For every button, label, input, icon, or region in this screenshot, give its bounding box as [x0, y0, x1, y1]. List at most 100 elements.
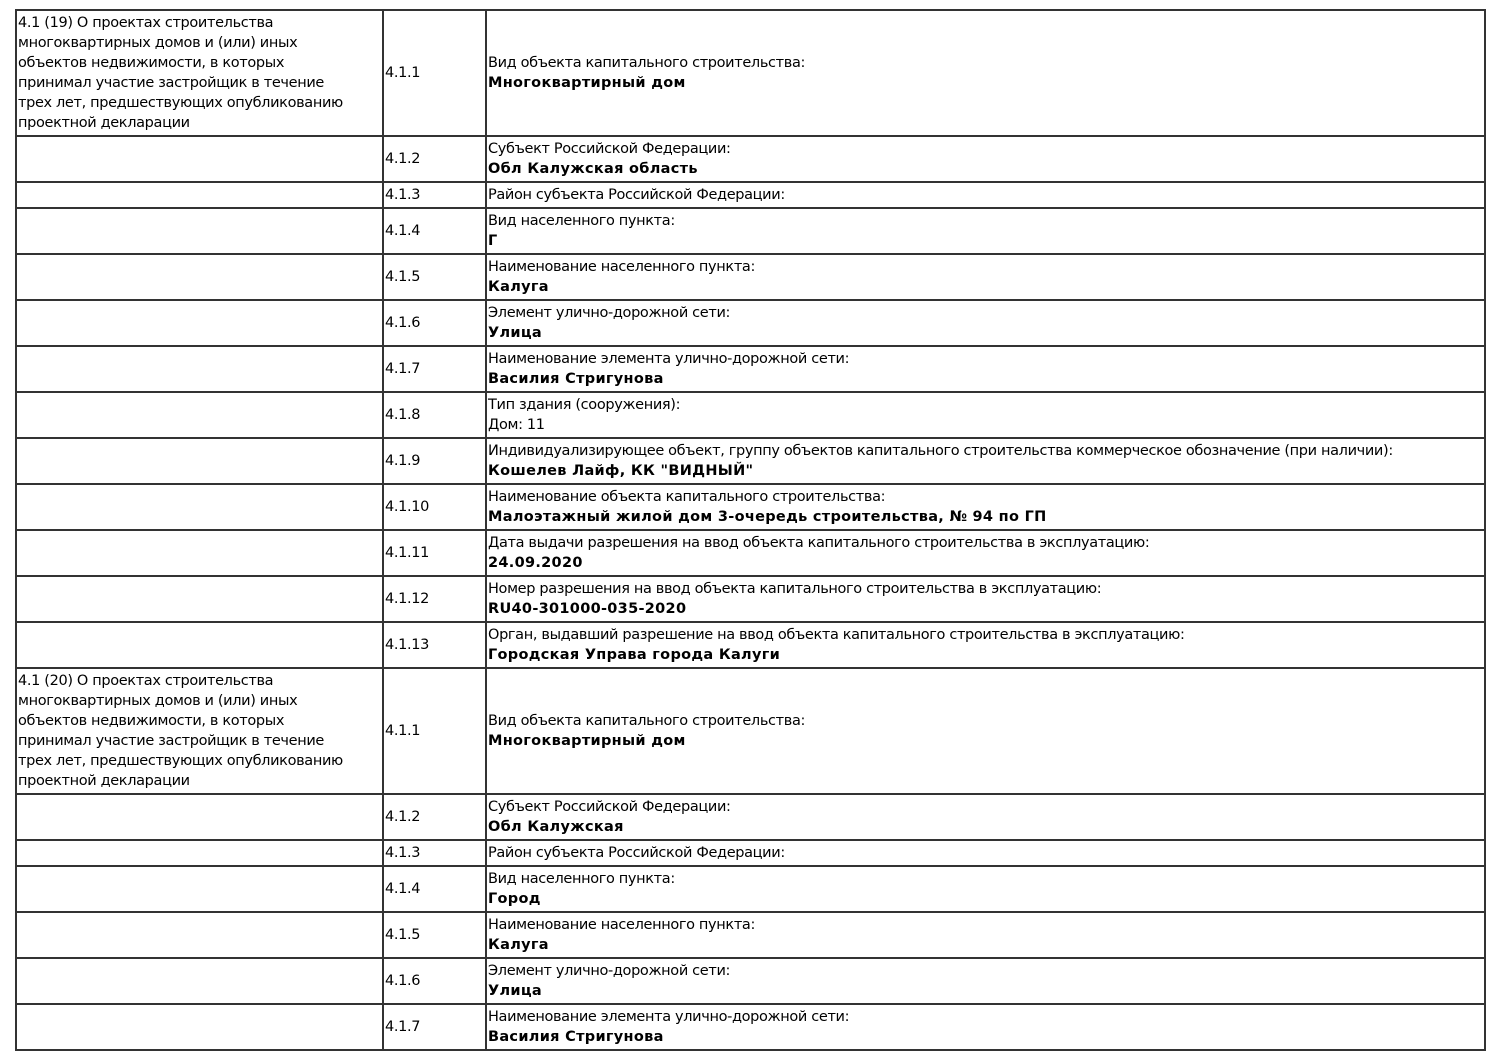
- section-cell: [15, 529, 384, 577]
- section-cell: [15, 299, 384, 347]
- table-row: 4.1.10 Наименование объекта капитального …: [15, 483, 1486, 531]
- item-number-cell: 4.1.3: [382, 181, 487, 209]
- section-cell: [15, 621, 384, 669]
- item-label: Вид объекта капитального строительства:: [488, 713, 806, 729]
- item-label: Элемент улично-дорожной сети:: [488, 963, 731, 979]
- item-label: Район субъекта Российской Федерации:: [488, 845, 785, 861]
- item-content-cell: Район субъекта Российской Федерации:: [485, 839, 1486, 867]
- section-cell: [15, 865, 384, 913]
- item-number-cell: 4.1.7: [382, 345, 487, 393]
- item-label: Вид населенного пункта:: [488, 213, 675, 229]
- item-content-cell: Дата выдачи разрешения на ввод объекта к…: [485, 529, 1486, 577]
- item-value: Улица: [488, 325, 542, 341]
- item-number-cell: 4.1.6: [382, 957, 487, 1005]
- section-cell: 4.1 (20) О проектах строительства многок…: [15, 667, 384, 795]
- table-row: 4.1.11 Дата выдачи разрешения на ввод объ…: [15, 529, 1486, 577]
- item-label: Наименование населенного пункта:: [488, 917, 755, 933]
- item-number-cell: 4.1.9: [382, 437, 487, 485]
- item-number-cell: 4.1.5: [382, 911, 487, 959]
- item-label: Субъект Российской Федерации:: [488, 141, 731, 157]
- item-content-cell: Элемент улично-дорожной сети: Улица: [485, 299, 1486, 347]
- section-cell: [15, 575, 384, 623]
- item-label: Элемент улично-дорожной сети:: [488, 305, 731, 321]
- item-value: Многоквартирный дом: [488, 75, 686, 91]
- table-row: 4.1.8 Тип здания (сооружения): Дом: 11: [15, 391, 1486, 439]
- section-cell: [15, 391, 384, 439]
- table-row: 4.1.3 Район субъекта Российской Федерации…: [15, 839, 1486, 867]
- item-value: Василия Стригунова: [488, 371, 664, 387]
- table-row: 4.1.13 Орган, выдавший разрешение на ввод…: [15, 621, 1486, 669]
- table-row: 4.1.7 Наименование элемента улично-дорожн…: [15, 1003, 1486, 1051]
- item-number-cell: 4.1.2: [382, 135, 487, 183]
- item-value: Дом: 11: [488, 417, 545, 433]
- section-cell: [15, 957, 384, 1005]
- item-content-cell: Орган, выдавший разрешение на ввод объек…: [485, 621, 1486, 669]
- table-row: 4.1.6 Элемент улично-дорожной сети: Улица: [15, 957, 1486, 1005]
- item-value: Обл Калужская область: [488, 161, 698, 177]
- section-cell: [15, 911, 384, 959]
- item-content-cell: Тип здания (сооружения): Дом: 11: [485, 391, 1486, 439]
- item-label: Район субъекта Российской Федерации:: [488, 187, 785, 203]
- item-value: Василия Стригунова: [488, 1029, 664, 1045]
- section-cell: [15, 181, 384, 209]
- table-row: 4.1.9 Индивидуализирующее объект, группу …: [15, 437, 1486, 485]
- item-label: Орган, выдавший разрешение на ввод объек…: [488, 627, 1185, 643]
- item-content-cell: Номер разрешения на ввод объекта капитал…: [485, 575, 1486, 623]
- table-row: 4.1.5 Наименование населенного пункта: Кал…: [15, 253, 1486, 301]
- table-row: 4.1.4 Вид населенного пункта: Город: [15, 865, 1486, 913]
- item-number-cell: 4.1.13: [382, 621, 487, 669]
- table-row: 4.1 (20) О проектах строительства многок…: [15, 667, 1486, 795]
- item-content-cell: Субъект Российской Федерации: Обл Калужск…: [485, 793, 1486, 841]
- declaration-table: 4.1 (19) О проектах строительства многок…: [15, 9, 1486, 1051]
- section-cell: [15, 437, 384, 485]
- item-value: RU40-301000-035-2020: [488, 601, 687, 617]
- item-value: Городская Управа города Калуги: [488, 647, 781, 663]
- item-value: 24.09.2020: [488, 555, 583, 571]
- item-number-cell: 4.1.12: [382, 575, 487, 623]
- item-label: Индивидуализирующее объект, группу объек…: [488, 443, 1393, 459]
- table-row: 4.1.12 Номер разрешения на ввод объекта к…: [15, 575, 1486, 623]
- item-label: Субъект Российской Федерации:: [488, 799, 731, 815]
- table-row: 4.1.4 Вид населенного пункта: Г: [15, 207, 1486, 255]
- table-row: 4.1.2 Субъект Российской Федерации: Обл Ка…: [15, 135, 1486, 183]
- item-content-cell: Наименование населенного пункта: Калуга: [485, 253, 1486, 301]
- item-number-cell: 4.1.4: [382, 207, 487, 255]
- item-number-cell: 4.1.3: [382, 839, 487, 867]
- item-label: Тип здания (сооружения):: [488, 397, 681, 413]
- section-cell: [15, 253, 384, 301]
- item-content-cell: Вид объекта капитального строительства: М…: [485, 667, 1486, 795]
- section-cell: [15, 793, 384, 841]
- item-value: Г: [488, 233, 498, 249]
- item-value: Калуга: [488, 937, 549, 953]
- item-content-cell: Район субъекта Российской Федерации:: [485, 181, 1486, 209]
- item-content-cell: Наименование элемента улично-дорожной се…: [485, 1003, 1486, 1051]
- item-label: Вид объекта капитального строительства:: [488, 55, 806, 71]
- item-value: Малоэтажный жилой дом 3-очередь строител…: [488, 509, 1047, 525]
- table-row: 4.1.3 Район субъекта Российской Федерации…: [15, 181, 1486, 209]
- item-number-cell: 4.1.8: [382, 391, 487, 439]
- item-number-cell: 4.1.11: [382, 529, 487, 577]
- section-cell: [15, 135, 384, 183]
- item-content-cell: Элемент улично-дорожной сети: Улица: [485, 957, 1486, 1005]
- section-cell: 4.1 (19) О проектах строительства многок…: [15, 9, 384, 137]
- item-value: Город: [488, 891, 541, 907]
- item-content-cell: Наименование населенного пункта: Калуга: [485, 911, 1486, 959]
- item-value: Многоквартирный дом: [488, 733, 686, 749]
- item-number-cell: 4.1.2: [382, 793, 487, 841]
- item-content-cell: Субъект Российской Федерации: Обл Калужск…: [485, 135, 1486, 183]
- item-label: Наименование населенного пункта:: [488, 259, 755, 275]
- item-content-cell: Наименование объекта капитального строит…: [485, 483, 1486, 531]
- section-cell: [15, 207, 384, 255]
- table-row: 4.1.2 Субъект Российской Федерации: Обл Ка…: [15, 793, 1486, 841]
- item-number-cell: 4.1.1: [382, 667, 487, 795]
- section-cell: [15, 839, 384, 867]
- section-cell: [15, 483, 384, 531]
- item-label: Вид населенного пункта:: [488, 871, 675, 887]
- item-content-cell: Вид населенного пункта: Г: [485, 207, 1486, 255]
- section-cell: [15, 1003, 384, 1051]
- table-row: 4.1.7 Наименование элемента улично-дорожн…: [15, 345, 1486, 393]
- item-label: Наименование элемента улично-дорожной се…: [488, 351, 850, 367]
- table-row: 4.1.5 Наименование населенного пункта: Кал…: [15, 911, 1486, 959]
- item-content-cell: Вид населенного пункта: Город: [485, 865, 1486, 913]
- item-value: Калуга: [488, 279, 549, 295]
